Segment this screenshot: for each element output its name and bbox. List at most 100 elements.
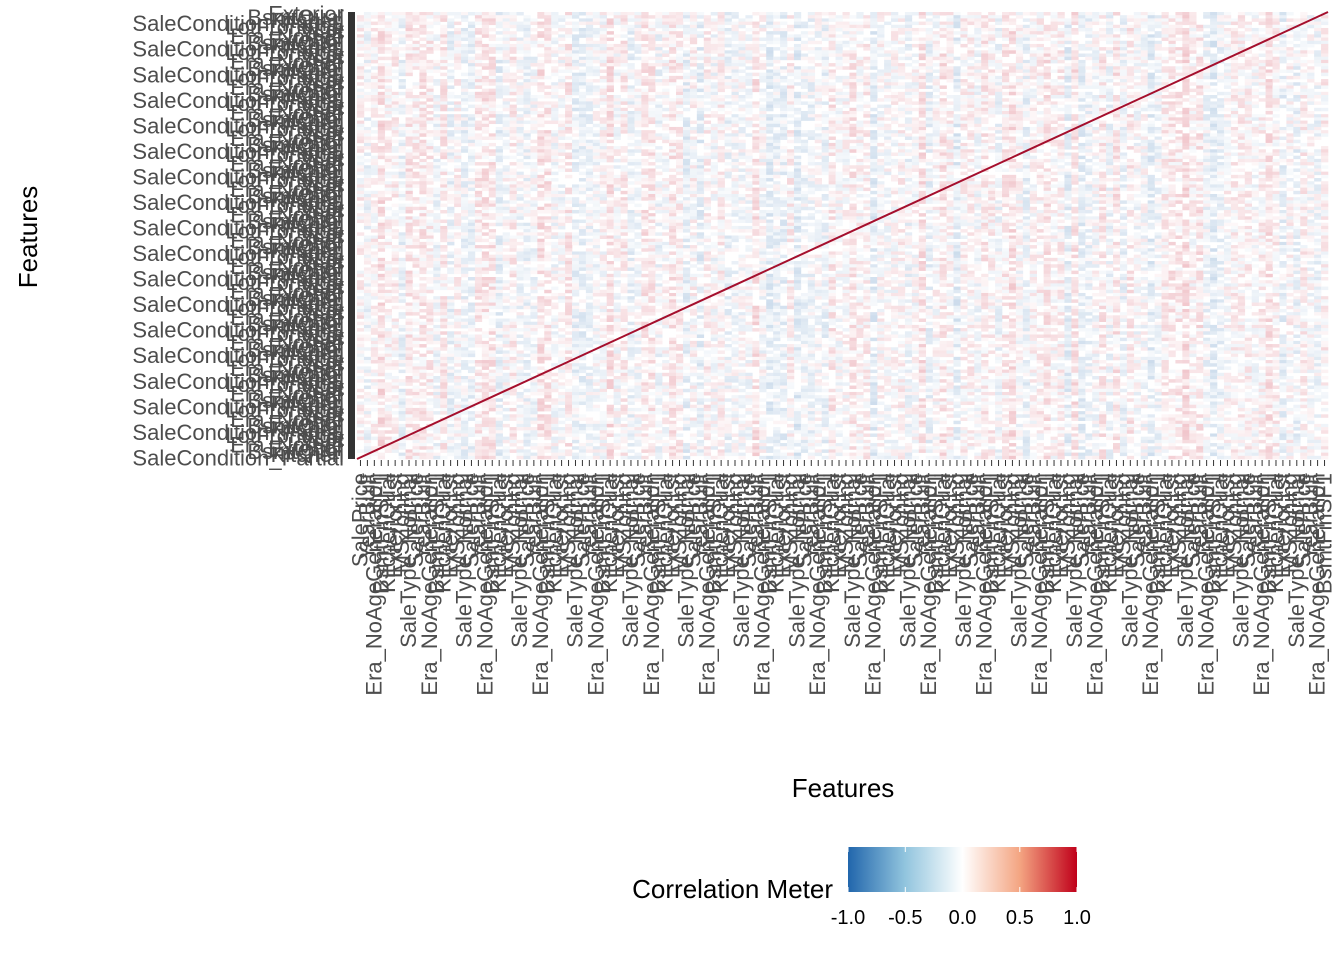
- heatmap-cell: [1279, 54, 1286, 57]
- heatmap-cell: [898, 31, 905, 34]
- heatmap-cell: [1016, 47, 1023, 50]
- heatmap-cell: [1231, 28, 1238, 31]
- heatmap-cell: [503, 12, 510, 15]
- heatmap-cell: [475, 38, 482, 41]
- heatmap-cell: [1051, 12, 1058, 15]
- heatmap-cell: [1203, 50, 1210, 53]
- heatmap-cell: [898, 76, 905, 79]
- heatmap-cell: [1203, 54, 1210, 57]
- heatmap-cell: [1189, 66, 1196, 69]
- heatmap-cell: [1113, 60, 1120, 63]
- heatmap-cell: [419, 63, 426, 66]
- heatmap-cell: [440, 31, 447, 34]
- heatmap-cell: [1023, 25, 1030, 28]
- heatmap-cell: [1168, 44, 1175, 47]
- heatmap-cell: [648, 57, 655, 60]
- heatmap-cell: [1196, 44, 1203, 47]
- heatmap-cell: [843, 31, 850, 34]
- heatmap-cell: [426, 66, 433, 69]
- heatmap-cell: [683, 50, 690, 53]
- heatmap-cell: [364, 69, 371, 72]
- heatmap-cell: [856, 60, 863, 63]
- heatmap-cell: [1300, 50, 1307, 53]
- heatmap-cell: [960, 25, 967, 28]
- heatmap-cell: [461, 73, 468, 76]
- heatmap-cell: [510, 25, 517, 28]
- heatmap-cell: [1064, 22, 1071, 25]
- heatmap-cell: [648, 47, 655, 50]
- heatmap-cell: [1321, 28, 1328, 31]
- heatmap-cell: [829, 47, 836, 50]
- heatmap-cell: [406, 31, 413, 34]
- heatmap-cell: [1009, 12, 1016, 15]
- heatmap-cell: [794, 57, 801, 60]
- heatmap-cell: [773, 69, 780, 72]
- heatmap-cell: [621, 28, 628, 31]
- heatmap-cell: [766, 50, 773, 53]
- heatmap-cell: [808, 57, 815, 60]
- heatmap-cell: [1245, 25, 1252, 28]
- heatmap-cell: [1300, 28, 1307, 31]
- heatmap-cell: [1231, 34, 1238, 37]
- heatmap-cell: [988, 25, 995, 28]
- heatmap-cell: [385, 12, 392, 15]
- heatmap-cell: [870, 57, 877, 60]
- heatmap-cell: [627, 76, 634, 79]
- heatmap-cell: [1266, 63, 1273, 66]
- heatmap-cell: [1162, 31, 1169, 34]
- heatmap-cell: [385, 63, 392, 66]
- heatmap-cell: [829, 41, 836, 44]
- heatmap-cell: [981, 60, 988, 63]
- heatmap-cell: [974, 12, 981, 15]
- heatmap-cell: [600, 54, 607, 57]
- heatmap-cell: [468, 69, 475, 72]
- heatmap-cell: [815, 63, 822, 66]
- heatmap-cell: [593, 12, 600, 15]
- heatmap-cell: [1141, 38, 1148, 41]
- heatmap-cell: [544, 41, 551, 44]
- heatmap-cell: [433, 15, 440, 18]
- heatmap-cell: [1148, 38, 1155, 41]
- heatmap-cell: [940, 54, 947, 57]
- heatmap-cell: [1051, 44, 1058, 47]
- heatmap-cell: [614, 18, 621, 21]
- heatmap-cell: [891, 69, 898, 72]
- heatmap-cell: [530, 73, 537, 76]
- heatmap-cell: [919, 73, 926, 76]
- heatmap-cell: [1092, 15, 1099, 18]
- heatmap-cell: [378, 12, 385, 15]
- heatmap-cell: [704, 50, 711, 53]
- heatmap-cell: [1148, 76, 1155, 79]
- heatmap-cell: [759, 63, 766, 66]
- heatmap-cell: [530, 44, 537, 47]
- heatmap-cell: [974, 73, 981, 76]
- heatmap-cell: [482, 18, 489, 21]
- heatmap-cell: [392, 54, 399, 57]
- heatmap-cell: [586, 69, 593, 72]
- heatmap-cell: [378, 41, 385, 44]
- heatmap-cell: [1189, 63, 1196, 66]
- heatmap-cell: [648, 44, 655, 47]
- heatmap-cell: [385, 57, 392, 60]
- heatmap-cell: [711, 38, 718, 41]
- heatmap-cell: [1203, 25, 1210, 28]
- heatmap-cell: [690, 57, 697, 60]
- heatmap-cell: [787, 69, 794, 72]
- heatmap-cell: [461, 18, 468, 21]
- heatmap-cell: [586, 31, 593, 34]
- heatmap-cell: [1293, 50, 1300, 53]
- heatmap-cell: [669, 15, 676, 18]
- heatmap-cell: [1085, 66, 1092, 69]
- heatmap-cell: [752, 54, 759, 57]
- heatmap-cell: [967, 38, 974, 41]
- heatmap-cell: [1023, 34, 1030, 37]
- heatmap-cell: [732, 31, 739, 34]
- heatmap-cell: [586, 15, 593, 18]
- heatmap-cell: [822, 76, 829, 79]
- heatmap-cell: [1168, 47, 1175, 50]
- heatmap-cell: [503, 15, 510, 18]
- heatmap-cell: [690, 60, 697, 63]
- heatmap-cell: [1037, 47, 1044, 50]
- heatmap-cell: [780, 28, 787, 31]
- heatmap-cell: [1245, 73, 1252, 76]
